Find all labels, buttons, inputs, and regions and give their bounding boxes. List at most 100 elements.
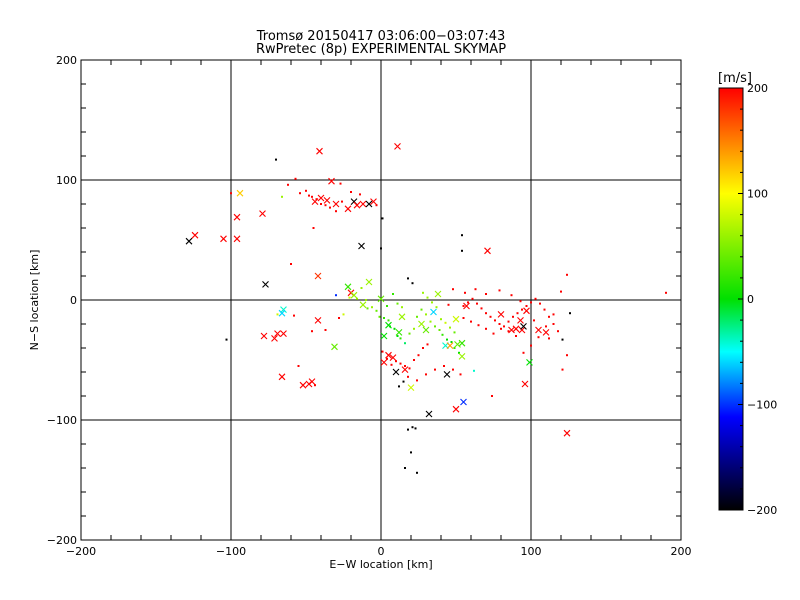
- data-point-cross: [311, 198, 319, 205]
- data-point-small: [552, 313, 555, 316]
- data-point-small: [480, 307, 483, 310]
- data-point-small: [434, 368, 436, 371]
- data-point-small: [452, 288, 454, 291]
- data-point-small: [414, 427, 417, 430]
- data-point-small: [435, 306, 438, 309]
- y-tick-label: 200: [56, 54, 77, 67]
- data-point-small: [539, 302, 541, 305]
- x-axis-label: E−W location [km]: [329, 558, 432, 571]
- data-point-cross: [353, 201, 361, 209]
- data-point-small: [404, 467, 406, 469]
- data-point-small: [395, 360, 397, 363]
- data-point-cross: [563, 429, 571, 437]
- data-point-small: [365, 299, 367, 301]
- data-point-small: [404, 365, 406, 367]
- data-point-small: [413, 359, 415, 361]
- data-point-small: [537, 336, 540, 339]
- data-point-cross: [328, 177, 335, 185]
- data-point-small: [450, 341, 453, 343]
- data-point-small: [393, 327, 396, 330]
- data-point-cross: [526, 359, 533, 366]
- data-point-cross: [185, 237, 193, 245]
- data-point-small: [401, 306, 403, 309]
- y-axis-label: N−S location [km]: [28, 250, 41, 351]
- data-point-cross: [484, 247, 491, 255]
- data-point-small: [464, 291, 466, 294]
- data-point-small: [489, 315, 492, 318]
- data-point-cross: [314, 317, 322, 324]
- data-point-small: [470, 320, 472, 323]
- colorbar-tick-label: 0: [747, 293, 754, 306]
- data-point-small: [519, 300, 522, 303]
- x-tick-labels: −200 −100 0 100 200: [66, 545, 692, 558]
- data-point-cross: [535, 326, 542, 334]
- data-point-small: [342, 313, 345, 316]
- data-point-small: [485, 327, 487, 330]
- data-point-cross: [380, 332, 388, 340]
- data-point-small: [380, 247, 382, 250]
- x-tick-label: −100: [216, 545, 246, 558]
- data-point-cross: [260, 332, 268, 340]
- data-point-cross: [418, 320, 425, 328]
- data-point-cross: [331, 343, 338, 351]
- data-point-small: [375, 204, 378, 207]
- data-point-small: [339, 182, 342, 185]
- data-point-small: [515, 335, 517, 337]
- data-point-small: [366, 307, 369, 310]
- data-point-cross: [271, 335, 278, 342]
- data-point-small: [522, 351, 525, 354]
- data-point-cross: [392, 368, 400, 376]
- data-point-small: [297, 365, 300, 367]
- data-point-small: [561, 368, 564, 371]
- data-point-cross: [323, 197, 331, 204]
- data-point-cross: [454, 341, 461, 348]
- data-point-small: [552, 323, 555, 325]
- data-point-small: [413, 327, 415, 330]
- x-tick-label: 0: [378, 545, 385, 558]
- data-point-small: [360, 287, 363, 289]
- data-point-cross: [280, 330, 287, 337]
- data-point-cross: [359, 200, 367, 208]
- data-point-small: [410, 451, 412, 454]
- data-point-cross: [236, 189, 244, 197]
- data-point-small: [387, 319, 390, 322]
- data-point-small: [294, 177, 297, 180]
- data-point-cross: [430, 308, 437, 316]
- data-point-cross: [443, 371, 451, 378]
- data-point-small: [348, 296, 351, 299]
- data-point-small: [311, 330, 313, 333]
- data-point-cross: [394, 143, 401, 150]
- data-point-cross: [370, 198, 377, 205]
- data-point-small: [507, 330, 510, 333]
- data-point-small: [498, 289, 501, 292]
- x-tick-label: 200: [671, 545, 692, 558]
- data-point-small: [386, 357, 388, 360]
- data-point-small: [299, 192, 301, 195]
- data-point-small: [314, 384, 316, 387]
- data-point-cross: [278, 373, 286, 381]
- y-tick-label: 0: [70, 294, 77, 307]
- data-point-cross: [523, 307, 530, 315]
- data-point-small: [398, 385, 400, 388]
- data-point-small: [324, 329, 327, 331]
- y-tick-labels: −200 −100 0 100 200: [47, 54, 77, 547]
- data-point-cross: [452, 405, 460, 413]
- data-point-small: [485, 312, 487, 315]
- minor-ticks: [81, 60, 681, 540]
- data-point-small: [453, 331, 456, 334]
- data-point-small: [383, 317, 385, 319]
- data-point-small: [477, 324, 480, 327]
- data-point-small: [446, 338, 448, 341]
- colorbar-tick-label: 200: [747, 82, 768, 95]
- data-point-small: [230, 192, 232, 195]
- data-point-small: [225, 338, 228, 341]
- data-point-small: [402, 380, 405, 383]
- data-point-small: [474, 288, 477, 291]
- data-point-small: [335, 210, 337, 213]
- chart-subtitle: RwPretec (8p) EXPERIMENTAL SKYMAP: [256, 42, 506, 57]
- colorbar-tick-label: 100: [747, 188, 768, 201]
- data-point-small: [399, 362, 402, 365]
- data-point-small: [426, 296, 429, 299]
- data-point-small: [350, 191, 352, 193]
- data-point-small: [371, 306, 373, 309]
